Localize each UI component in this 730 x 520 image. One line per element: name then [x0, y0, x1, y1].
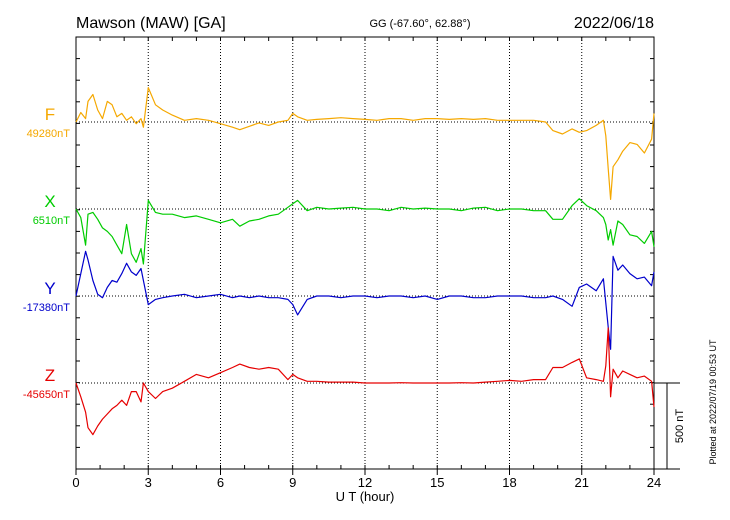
grid — [76, 37, 654, 469]
series-line-z — [75, 327, 655, 436]
series-name-x: X — [44, 192, 55, 211]
scale-bar-label: 500 nT — [674, 409, 686, 444]
x-ticks: 0 3 6 9 12 15 18 21 24 — [72, 36, 661, 490]
x-tick-label: 15 — [430, 475, 444, 490]
date-label: 2022/06/18 — [574, 15, 654, 32]
x-tick-label: 0 — [72, 475, 79, 490]
x-tick-label: 18 — [502, 475, 516, 490]
series-group — [75, 87, 655, 436]
x-tick-label: 12 — [358, 475, 372, 490]
baseline-label-x: 6510nT — [33, 215, 71, 227]
x-tick-label: 9 — [289, 475, 296, 490]
x-tick-label: 21 — [575, 475, 589, 490]
baseline-label-f: 49280nT — [27, 128, 71, 140]
baseline-label-z: -45650nT — [23, 389, 70, 401]
series-line-f — [75, 87, 655, 200]
x-tick-label: 3 — [145, 475, 152, 490]
series-line-x — [75, 198, 655, 265]
series-name-f: F — [45, 105, 55, 124]
x-tick-label: 24 — [647, 475, 661, 490]
series-name-y: Y — [44, 279, 55, 298]
plotted-at-note: Plotted at 2022/07/19 00:53 UT — [708, 339, 718, 465]
coordinates-label: GG (-67.60°, 62.88°) — [369, 18, 470, 30]
station-title: Mawson (MAW) [GA] — [76, 15, 226, 32]
baseline-label-y: -17380nT — [23, 302, 70, 314]
series-name-z: Z — [45, 366, 55, 385]
x-axis-label: U T (hour) — [336, 489, 395, 504]
series-labels: F 49280nT X 6510nT Y -17380nT Z -45650nT — [23, 105, 70, 401]
x-tick-label: 6 — [217, 475, 224, 490]
scale-bar — [654, 382, 680, 470]
series-line-y — [75, 250, 655, 350]
